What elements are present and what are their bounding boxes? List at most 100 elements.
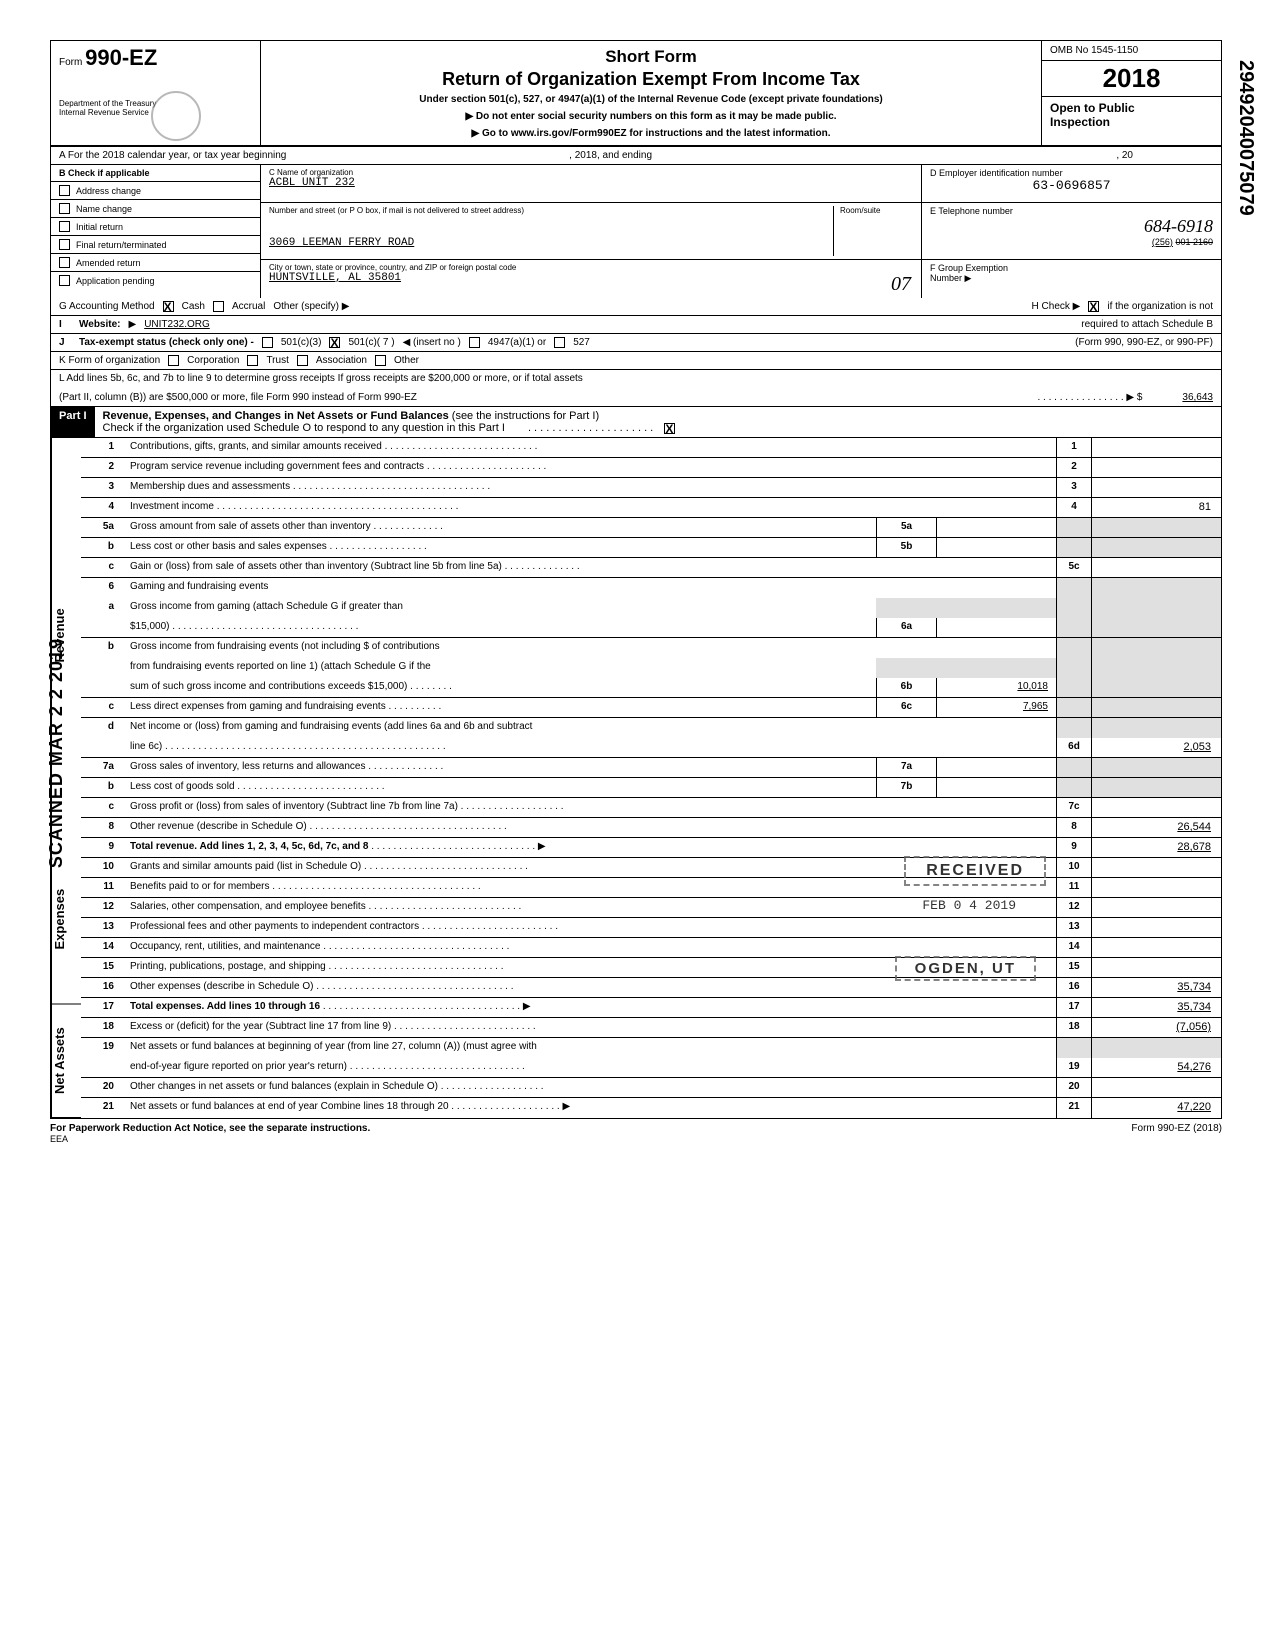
527: 527 bbox=[573, 337, 590, 348]
b-header: B Check if applicable bbox=[51, 165, 260, 182]
eea: EEA bbox=[50, 1134, 68, 1144]
revenue-label: Revenue bbox=[51, 438, 81, 834]
line-8: 8 Other revenue (describe in Schedule O)… bbox=[81, 818, 1221, 838]
net-label: Net Assets bbox=[51, 1004, 81, 1118]
other-check bbox=[375, 355, 386, 366]
addr-label: Number and street (or P O box, if mail i… bbox=[269, 206, 833, 215]
line-5b: b Less cost or other basis and sales exp… bbox=[81, 538, 1221, 558]
row-a-label: A For the 2018 calendar year, or tax yea… bbox=[59, 150, 286, 161]
footer-right: Form 990-EZ (2018) bbox=[1131, 1123, 1222, 1145]
f-sub: Number ▶ bbox=[930, 273, 1213, 284]
part1-subtitle: (see the instructions for Part I) bbox=[452, 410, 599, 422]
right-info: D Employer identification number 63-0696… bbox=[921, 165, 1221, 298]
header-center: Short Form Return of Organization Exempt… bbox=[261, 41, 1041, 145]
line-19a: 19 Net assets or fund balances at beginn… bbox=[81, 1038, 1221, 1058]
assoc-check bbox=[297, 355, 308, 366]
part1-check: Check if the organization used Schedule … bbox=[103, 422, 505, 434]
line-17: 17 Total expenses. Add lines 10 through … bbox=[81, 998, 1221, 1018]
accrual-label: Accrual bbox=[232, 301, 265, 312]
row-a-mid: , 2018, and ending bbox=[569, 150, 652, 161]
website-value: UNIT232.ORG bbox=[144, 319, 210, 330]
line-6b2: from fundraising events reported on line… bbox=[81, 658, 1221, 678]
line-9: 9 Total revenue. Add lines 1, 2, 3, 4, 5… bbox=[81, 838, 1221, 858]
date-stamp: FEB 0 4 2019 bbox=[922, 898, 1016, 913]
row-a-end: , 20 bbox=[1116, 150, 1133, 161]
org-info: C Name of organization ACBL UNIT 232 Num… bbox=[261, 165, 921, 298]
f-label: F Group Exemption bbox=[930, 263, 1213, 273]
open-public: Open to Public Inspection bbox=[1042, 97, 1221, 133]
l-text1: L Add lines 5b, 6c, and 7b to line 9 to … bbox=[59, 373, 583, 384]
4947-check bbox=[469, 337, 480, 348]
501c3: 501(c)(3) bbox=[281, 337, 322, 348]
row-k: K Form of organization Corporation Trust… bbox=[50, 352, 1222, 370]
j-letter: J bbox=[59, 337, 71, 348]
other-label: Other (specify) ▶ bbox=[273, 301, 349, 312]
trust: Trust bbox=[266, 355, 288, 366]
line-2: 2 Program service revenue including gove… bbox=[81, 458, 1221, 478]
corp: Corporation bbox=[187, 355, 239, 366]
g-label: G Accounting Method bbox=[59, 301, 155, 312]
row-l: L Add lines 5b, 6c, and 7b to line 9 to … bbox=[50, 370, 1222, 407]
title-main: Return of Organization Exempt From Incom… bbox=[271, 69, 1031, 90]
cash-label: Cash bbox=[182, 301, 205, 312]
line-7b: b Less cost of goods sold . . . . . . . … bbox=[81, 778, 1221, 798]
stamp-circle bbox=[151, 91, 201, 141]
line-5a: 5a Gross amount from sale of assets othe… bbox=[81, 518, 1221, 538]
form-label: Form bbox=[59, 57, 82, 68]
line-6b3: sum of such gross income and contributio… bbox=[81, 678, 1221, 698]
ein: 63-0696857 bbox=[930, 178, 1213, 193]
line-7c: c Gross profit or (loss) from sales of i… bbox=[81, 798, 1221, 818]
j-label: Tax-exempt status (check only one) - bbox=[79, 337, 254, 348]
footer: For Paperwork Reduction Act Notice, see … bbox=[50, 1119, 1222, 1149]
line-3: 3 Membership dues and assessments . . . … bbox=[81, 478, 1221, 498]
open-text: Open to Public bbox=[1050, 101, 1135, 115]
d-label: D Employer identification number bbox=[930, 168, 1213, 178]
527-check bbox=[554, 337, 565, 348]
phone-hand: 684-6918 bbox=[930, 216, 1213, 237]
financial-section: SCANNED MAR 2 2 2019 Revenue Expenses Ne… bbox=[50, 438, 1222, 1119]
omb-number: OMB No 1545-1150 bbox=[1042, 41, 1221, 61]
check-final: Final return/terminated bbox=[51, 236, 260, 254]
room-label: Room/suite bbox=[840, 206, 913, 215]
ssn-line: ▶ Do not enter social security numbers o… bbox=[271, 111, 1031, 122]
section-b: B Check if applicable Address change Nam… bbox=[51, 165, 261, 298]
inspection-text: Inspection bbox=[1050, 115, 1110, 129]
line-6d2: line 6c) . . . . . . . . . . . . . . . .… bbox=[81, 738, 1221, 758]
check-name: Name change bbox=[51, 200, 260, 218]
part1-label: Part I bbox=[51, 407, 95, 437]
line-6c: c Less direct expenses from gaming and f… bbox=[81, 698, 1221, 718]
expenses-label: Expenses bbox=[51, 834, 81, 1005]
part1-title: Revenue, Expenses, and Changes in Net As… bbox=[103, 410, 449, 422]
line-6d1: d Net income or (loss) from gaming and f… bbox=[81, 718, 1221, 738]
line-12: 12 Salaries, other compensation, and emp… bbox=[81, 898, 1221, 918]
line-15: 15 Printing, publications, postage, and … bbox=[81, 958, 1221, 978]
header-left: Form 990-EZ Department of the Treasury I… bbox=[51, 41, 261, 145]
row-i: I Website: ▶ UNIT232.ORG required to att… bbox=[50, 316, 1222, 334]
info-section: B Check if applicable Address change Nam… bbox=[50, 165, 1222, 298]
h-text1: if the organization is not bbox=[1107, 301, 1213, 312]
other-k: Other bbox=[394, 355, 419, 366]
assoc: Association bbox=[316, 355, 367, 366]
corp-check bbox=[168, 355, 179, 366]
line-19b: end-of-year figure reported on prior yea… bbox=[81, 1058, 1221, 1078]
h-check bbox=[1088, 301, 1099, 312]
501c: 501(c)( 7 ) bbox=[348, 337, 394, 348]
row-g: G Accounting Method Cash Accrual Other (… bbox=[50, 298, 1222, 316]
line-16: 16 Other expenses (describe in Schedule … bbox=[81, 978, 1221, 998]
501c-check bbox=[329, 337, 340, 348]
website-label: Website: bbox=[79, 319, 121, 330]
row-a: A For the 2018 calendar year, or tax yea… bbox=[50, 147, 1222, 165]
footer-left: For Paperwork Reduction Act Notice, see … bbox=[50, 1123, 370, 1134]
e-label: E Telephone number bbox=[930, 206, 1213, 216]
line-6b1: b Gross income from fundraising events (… bbox=[81, 638, 1221, 658]
cash-check bbox=[163, 301, 174, 312]
city: HUNTSVILLE, AL 35801 bbox=[269, 272, 913, 284]
insert-no: ◀ (insert no ) bbox=[403, 337, 461, 348]
phone-area: (256) bbox=[1152, 237, 1173, 247]
line-11: 11 Benefits paid to or for members . . .… bbox=[81, 878, 1221, 898]
line-4: 4 Investment income . . . . . . . . . . … bbox=[81, 498, 1221, 518]
line-13: 13 Professional fees and other payments … bbox=[81, 918, 1221, 938]
vertical-code: 29492040075079 bbox=[1234, 60, 1257, 216]
l-text2: (Part II, column (B)) are $500,000 or mo… bbox=[59, 392, 417, 403]
check-address: Address change bbox=[51, 182, 260, 200]
